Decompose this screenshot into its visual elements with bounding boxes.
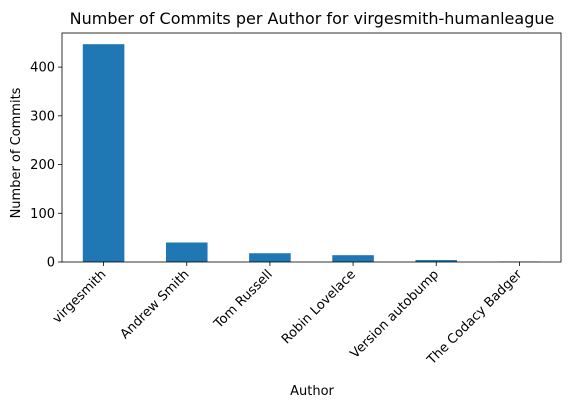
plot-frame [62,33,561,262]
x-axis-label: Author [290,384,334,399]
y-tick-label: 0 [47,256,55,271]
y-axis-label: Number of Commits [9,87,24,218]
chart-title: Number of Commits per Author for virgesm… [70,9,555,28]
y-tick-label: 100 [30,207,55,222]
bar [83,44,125,262]
x-tick-label: The Codacy Badger [424,267,526,369]
bar [332,255,374,262]
x-tick-label: virgesmith [50,267,109,326]
bar [249,253,291,262]
y-tick-label: 300 [30,109,55,124]
x-tick-label: Robin Lovelace [279,267,359,347]
x-tick-label: Andrew Smith [118,267,193,342]
y-tick-label: 400 [30,61,55,76]
x-tick-label: Tom Russell [211,267,276,332]
x-tick-label: Version autobump [348,267,442,361]
bar [166,243,208,262]
y-tick-label: 200 [30,158,55,173]
